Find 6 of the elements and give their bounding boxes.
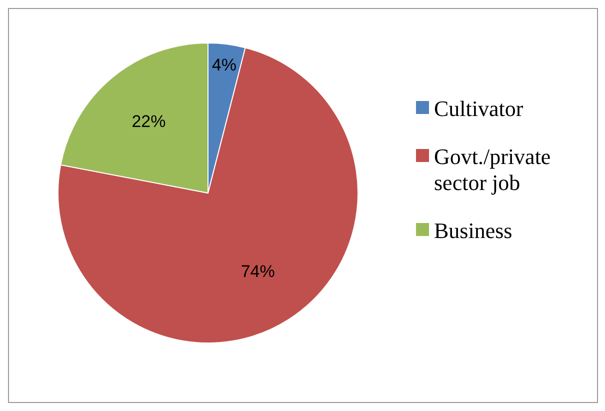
legend-label: Business: [434, 218, 512, 242]
data-label: 4%: [212, 56, 236, 75]
legend-label: Cultivator: [434, 96, 524, 120]
data-label: 22%: [132, 112, 166, 131]
data-label: 74%: [240, 262, 275, 282]
legend-label: Govt./private sector job: [434, 144, 551, 194]
